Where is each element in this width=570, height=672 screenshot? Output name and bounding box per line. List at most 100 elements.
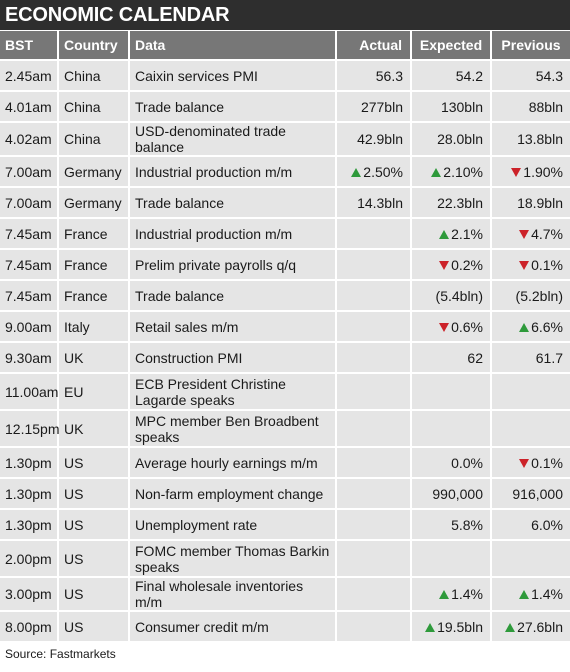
- previous-cell-text: 13.8bln: [517, 131, 563, 147]
- country-cell-text: France: [64, 256, 108, 273]
- expected-cell: 5.8%: [411, 508, 492, 540]
- bst-cell-text: 11.00am: [5, 383, 59, 400]
- table-row: 9.00am Italy Retail sales m/m 0.6% 6.6%: [0, 310, 570, 342]
- column-header-country: Country: [58, 31, 130, 60]
- country-cell: UK: [58, 341, 130, 373]
- bst-cell-text: 3.00pm: [5, 586, 52, 602]
- data-cell-text: Non-farm employment change: [135, 485, 324, 502]
- bst-cell-text: 2.45am: [5, 67, 52, 84]
- expected-cell: (5.4bln): [411, 279, 492, 311]
- bst-cell: 11.00am: [0, 372, 59, 410]
- country-cell-text: US: [64, 618, 84, 635]
- expected-cell: 19.5bln: [411, 610, 492, 641]
- bst-cell: 7.45am: [0, 217, 59, 249]
- up-arrow-icon: [519, 322, 530, 332]
- bst-cell-text: 12.15pm: [5, 420, 60, 437]
- actual-cell: [336, 508, 412, 540]
- data-cell-text: ECB President Christine Lagarde speaks: [135, 375, 286, 408]
- expected-cell-text: 28.0bln: [437, 131, 483, 147]
- expected-cell: 62: [411, 341, 492, 373]
- expected-cell: 22.3bln: [411, 186, 492, 218]
- table-row: 1.30pm US Unemployment rate 5.8% 6.0%: [0, 508, 570, 540]
- expected-cell-text: (5.4bln): [435, 287, 483, 304]
- previous-cell-text: 88bln: [528, 98, 563, 115]
- actual-cell: [336, 446, 412, 478]
- previous-cell-text: 916,000: [512, 485, 563, 502]
- bst-cell: 1.30pm: [0, 508, 59, 540]
- data-cell-text: Trade balance: [135, 98, 224, 115]
- country-cell-text: Italy: [64, 318, 90, 335]
- country-cell: France: [58, 217, 130, 249]
- bst-cell: 7.45am: [0, 279, 59, 311]
- data-cell-text: Prelim private payrolls q/q: [135, 256, 297, 273]
- previous-cell: 18.9bln: [491, 186, 570, 218]
- data-cell-text: FOMC member Thomas Barkin speaks: [135, 542, 330, 575]
- table-row: 2.00pm US FOMC member Thomas Barkin speaks: [0, 539, 570, 577]
- country-cell: US: [58, 446, 130, 478]
- expected-cell-text: 2.1%: [451, 225, 483, 242]
- bst-cell: 7.45am: [0, 248, 59, 280]
- actual-cell: [336, 279, 412, 311]
- actual-cell: [336, 409, 412, 447]
- actual-cell-text: 56.3: [375, 67, 403, 84]
- bst-cell-text: 2.00pm: [5, 550, 52, 567]
- previous-cell-text: 6.0%: [531, 516, 563, 533]
- previous-cell: [491, 539, 570, 577]
- country-cell: France: [58, 279, 130, 311]
- table-row: 11.00am EU ECB President Christine Lagarde…: [0, 372, 570, 410]
- bst-cell-text: 7.45am: [5, 225, 52, 242]
- bst-cell-text: 7.00am: [5, 163, 52, 180]
- down-arrow-icon: [519, 260, 530, 270]
- country-cell-text: China: [64, 67, 101, 84]
- data-cell-text: Caixin services PMI: [135, 67, 258, 84]
- bst-cell: 1.30pm: [0, 446, 59, 478]
- expected-cell: 2.1%: [411, 217, 492, 249]
- data-cell: ECB President Christine Lagarde speaks: [129, 372, 337, 410]
- bst-cell: 2.45am: [0, 59, 59, 91]
- expected-cell-text: 0.6%: [451, 318, 483, 335]
- bst-cell-text: 7.00am: [5, 194, 52, 211]
- data-cell: Prelim private payrolls q/q: [129, 248, 337, 280]
- table-row: 2.45am China Caixin services PMI 56.3 54.2 54…: [0, 59, 570, 91]
- country-cell-text: China: [64, 131, 101, 147]
- data-cell-text: Unemployment rate: [135, 516, 258, 533]
- data-cell: Average hourly earnings m/m: [129, 446, 337, 478]
- expected-cell-text: 990,000: [432, 485, 483, 502]
- bst-cell-text: 9.30am: [5, 349, 52, 366]
- data-cell-text: Industrial production m/m: [135, 225, 293, 242]
- up-arrow-icon: [439, 590, 450, 599]
- expected-cell: 54.2: [411, 59, 492, 91]
- actual-cell: 56.3: [336, 59, 412, 91]
- bst-cell: 9.30am: [0, 341, 59, 373]
- country-cell-text: US: [64, 516, 84, 533]
- country-cell-text: US: [64, 485, 84, 502]
- bst-cell: 8.00pm: [0, 610, 59, 641]
- actual-cell: [336, 610, 412, 641]
- table-row: 7.45am France Trade balance (5.4bln) (5.2bln…: [0, 279, 570, 311]
- column-header-expected: Expected: [411, 31, 492, 60]
- country-cell: China: [58, 59, 130, 91]
- up-arrow-icon: [351, 167, 362, 177]
- country-cell-text: France: [64, 287, 108, 304]
- page-title: ECONOMIC CALENDAR: [0, 0, 570, 30]
- country-cell: China: [58, 90, 130, 122]
- country-cell: UK: [58, 409, 130, 447]
- data-cell-text: USD-denominated trade balance: [135, 123, 286, 155]
- country-cell: Italy: [58, 310, 130, 342]
- data-cell: Construction PMI: [129, 341, 337, 373]
- actual-cell: 42.9bln: [336, 121, 412, 156]
- header-row: BST Country Data Actual Expected Previou…: [0, 31, 570, 60]
- source-note: Source: Fastmarkets: [5, 647, 116, 661]
- column-header-actual: Actual: [336, 31, 412, 60]
- data-cell: Unemployment rate: [129, 508, 337, 540]
- data-cell: Trade balance: [129, 90, 337, 122]
- table-row: 7.00am Germany Trade balance 14.3bln 22.3bln…: [0, 186, 570, 218]
- bst-cell-text: 1.30pm: [5, 485, 52, 502]
- country-cell-text: China: [64, 98, 101, 115]
- bst-cell: 1.30pm: [0, 477, 59, 509]
- actual-cell: [336, 576, 412, 611]
- previous-cell: 0.1%: [491, 446, 570, 478]
- country-cell: China: [58, 121, 130, 156]
- actual-cell: [336, 248, 412, 280]
